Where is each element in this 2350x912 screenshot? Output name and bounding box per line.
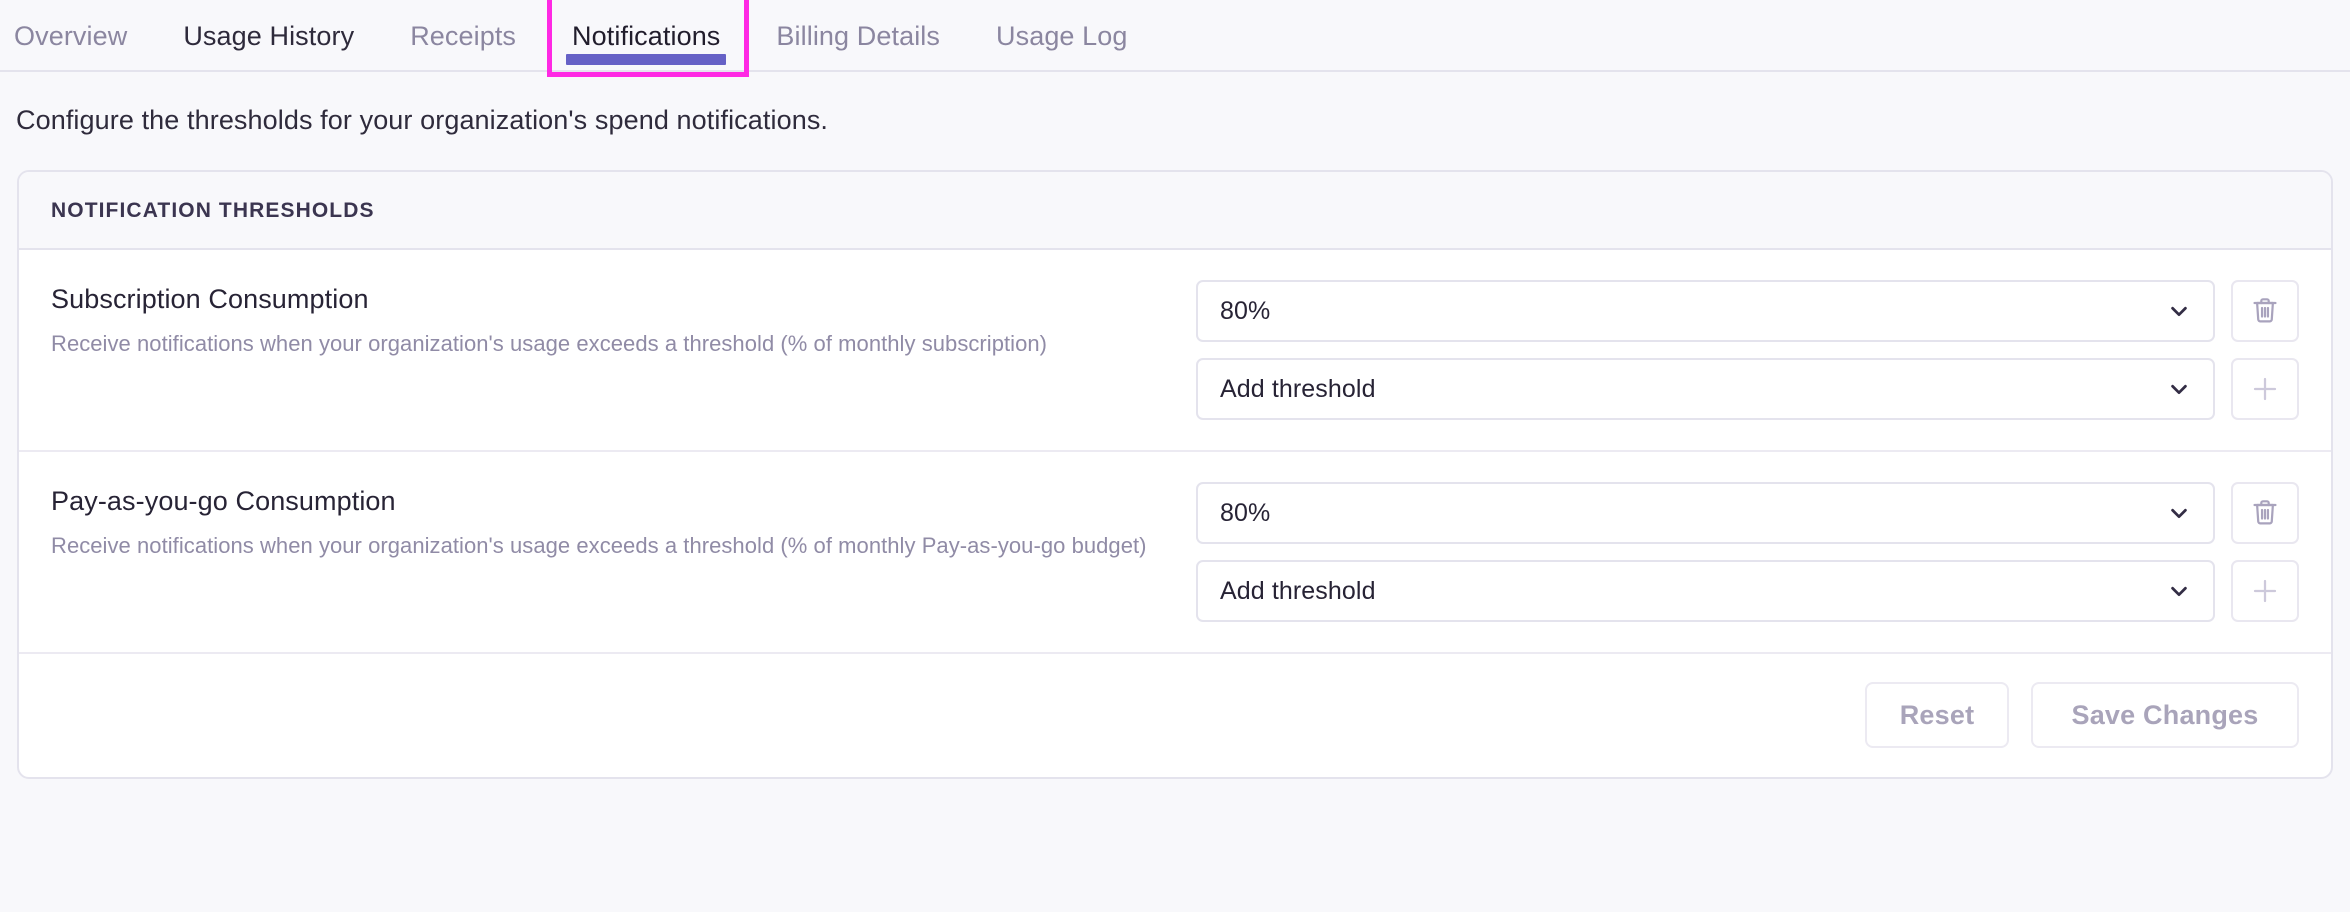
add-threshold-control-line: Add threshold (1196, 358, 2299, 420)
plus-icon (2253, 579, 2277, 603)
chevron-down-icon (2171, 508, 2187, 519)
row-controls: 80% (1196, 278, 2299, 420)
threshold-control-line: 80% (1196, 280, 2299, 342)
tab-label: Receipts (410, 20, 517, 51)
row-title: Subscription Consumption (51, 284, 369, 314)
add-threshold-placeholder: Add threshold (1220, 374, 1376, 403)
row-title: Pay-as-you-go Consumption (51, 486, 396, 516)
billing-tab-bar: Overview Usage History Receipts Notifica… (0, 0, 2350, 77)
card-footer: Reset Save Changes (19, 652, 2331, 777)
card-title: NOTIFICATION THRESHOLDS (51, 199, 375, 222)
tab-usage-history[interactable]: Usage History (155, 0, 382, 72)
row-controls: 80% (1196, 480, 2299, 622)
chevron-down-icon (2171, 306, 2187, 317)
tab-billing-details[interactable]: Billing Details (748, 0, 968, 72)
trash-icon (2253, 500, 2277, 525)
tab-label: Notifications (572, 20, 721, 51)
row-info: Pay-as-you-go Consumption Receive notifi… (51, 480, 1196, 561)
add-threshold-button-subscription[interactable] (2231, 358, 2299, 420)
tab-label: Usage Log (996, 20, 1128, 51)
chevron-down-icon (2171, 586, 2187, 597)
page-description: Configure the thresholds for your organi… (16, 105, 829, 135)
threshold-select-subscription[interactable]: 80% (1196, 280, 2215, 342)
chevron-down-icon (2171, 384, 2187, 395)
add-threshold-placeholder: Add threshold (1220, 576, 1376, 605)
plus-icon (2253, 377, 2277, 401)
card-header: NOTIFICATION THRESHOLDS (19, 172, 2331, 250)
threshold-row-subscription: Subscription Consumption Receive notific… (19, 250, 2331, 450)
delete-threshold-button-subscription[interactable] (2231, 280, 2299, 342)
delete-threshold-button-payg[interactable] (2231, 482, 2299, 544)
save-changes-button[interactable]: Save Changes (2031, 682, 2299, 748)
reset-button[interactable]: Reset (1865, 682, 2009, 748)
tab-usage-log[interactable]: Usage Log (968, 0, 1156, 72)
row-description: Receive notifications when your organiza… (51, 533, 1147, 558)
row-description: Receive notifications when your organiza… (51, 331, 1048, 356)
tab-overview[interactable]: Overview (14, 0, 155, 72)
trash-icon (2253, 298, 2277, 323)
threshold-select-value: 80% (1220, 296, 1271, 325)
threshold-select-value: 80% (1220, 498, 1271, 527)
tab-label: Billing Details (776, 20, 940, 51)
add-threshold-select-payg[interactable]: Add threshold (1196, 560, 2215, 622)
add-threshold-button-payg[interactable] (2231, 560, 2299, 622)
active-tab-indicator (566, 54, 727, 65)
add-threshold-control-line: Add threshold (1196, 560, 2299, 622)
threshold-control-line: 80% (1196, 482, 2299, 544)
tab-notifications[interactable]: Notifications (544, 0, 750, 77)
threshold-select-payg[interactable]: 80% (1196, 482, 2215, 544)
tab-label: Usage History (183, 20, 355, 51)
add-threshold-select-subscription[interactable]: Add threshold (1196, 358, 2215, 420)
tab-label: Overview (14, 20, 128, 51)
tab-receipts[interactable]: Receipts (382, 0, 544, 72)
notification-thresholds-card: NOTIFICATION THRESHOLDS Subscription Con… (17, 170, 2333, 779)
threshold-row-payg: Pay-as-you-go Consumption Receive notifi… (19, 450, 2331, 652)
row-info: Subscription Consumption Receive notific… (51, 278, 1196, 359)
